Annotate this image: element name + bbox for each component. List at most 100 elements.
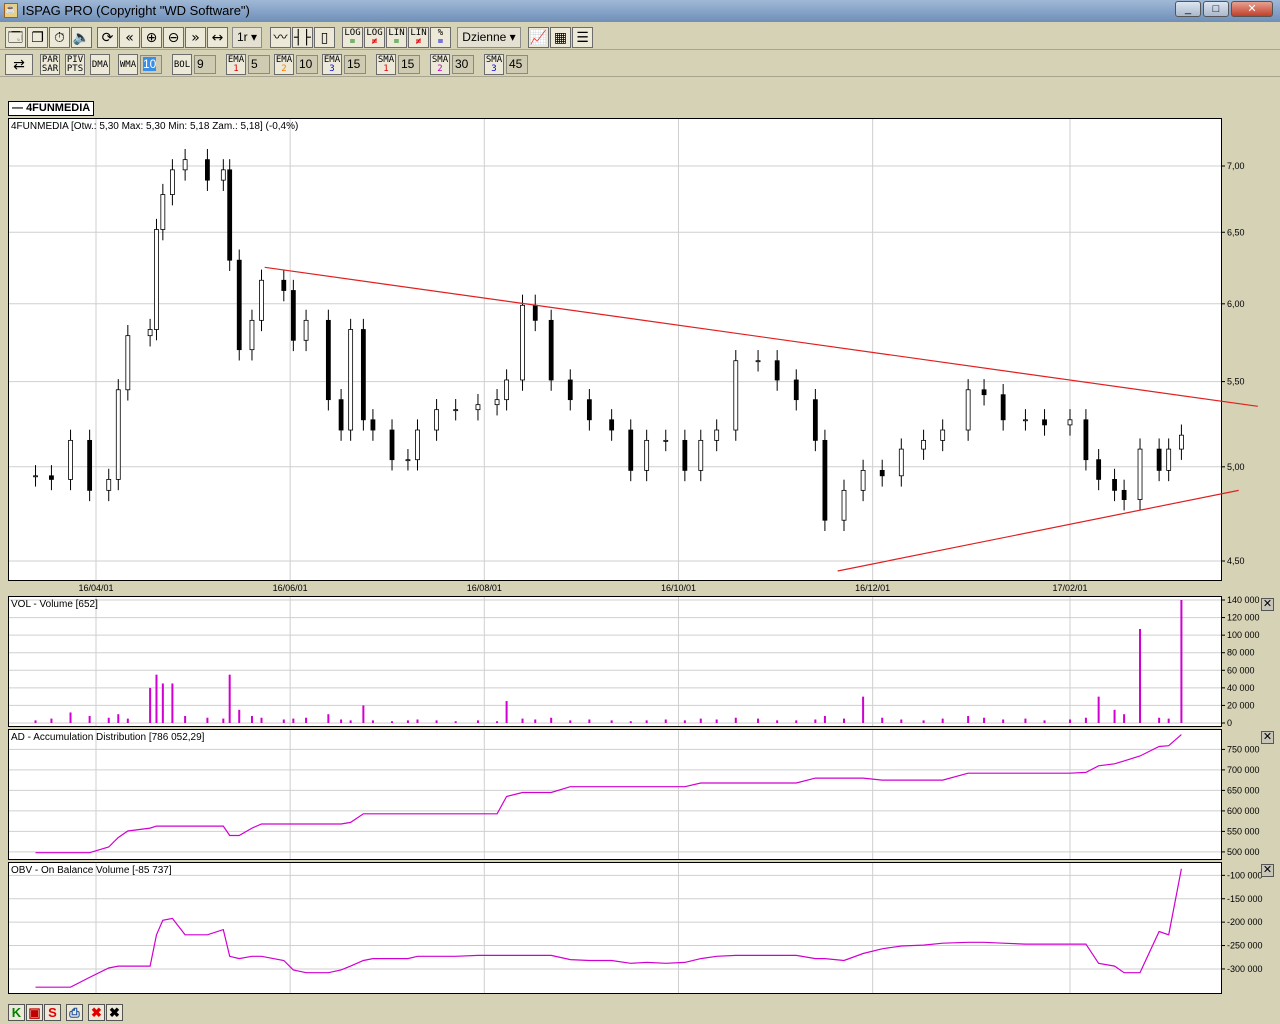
rewind-button[interactable]: « [119, 27, 140, 48]
candle [87, 439, 93, 491]
volume-bar [776, 720, 779, 723]
add-indicator-button[interactable]: ⇄ [5, 54, 33, 75]
y-tick-label: -200 000 [1227, 917, 1263, 927]
scale-button[interactable]: LIN = [386, 27, 407, 48]
volume-bar [1084, 717, 1087, 723]
indicator-chart-button[interactable]: 📈 [528, 27, 549, 48]
new-window-button[interactable]: 🗔 [5, 27, 26, 48]
volume-bar [260, 717, 263, 723]
indicator-label: DMA [91, 60, 109, 70]
indicator-ema-3-button[interactable]: EMA 3 [322, 54, 342, 75]
bottom-button-2[interactable]: ▣ [26, 1004, 43, 1021]
range-dropdown[interactable]: 1r ▾ [232, 27, 262, 48]
zoom-in-button[interactable]: ⊕ [141, 27, 162, 48]
indicator-wma-button[interactable]: WMA [118, 54, 138, 75]
scale-symbol: ≠ [415, 37, 422, 47]
volume-bar [550, 717, 553, 723]
indicator-label: SMA [431, 55, 449, 65]
indicator-period-input[interactable]: 15 [398, 55, 420, 74]
indicator-par-sar-button[interactable]: PAR SAR [40, 54, 60, 75]
scale-button[interactable]: LIN ≠ [408, 27, 429, 48]
rewind-icon: « [125, 30, 134, 46]
indicator-sma-2-button[interactable]: SMA 2 [430, 54, 450, 75]
ohlc-bars-button[interactable]: ┤├ [292, 27, 313, 48]
stopwatch-button[interactable]: ⏱ [49, 27, 70, 48]
candle [1137, 448, 1143, 500]
line-chart-button[interactable]: 〰 [270, 27, 291, 48]
scale-button[interactable]: LOG = [342, 27, 363, 48]
candle [236, 259, 242, 351]
bottom-button-5[interactable]: ✖ [88, 1004, 105, 1021]
indicator-chart-icon: 📈 [529, 30, 548, 46]
indicator-period-input[interactable]: 15 [344, 55, 366, 74]
close-obv-panel-button[interactable]: ✕ [1261, 864, 1274, 877]
fit-width-button[interactable]: ↔ [207, 27, 228, 48]
x-tick-label: 16/04/01 [78, 583, 113, 593]
bottom-button-1[interactable]: K [8, 1004, 25, 1021]
candle [106, 479, 112, 491]
indicator-label: WMA [119, 60, 137, 70]
color-palette-button[interactable]: ▦ [550, 27, 571, 48]
candle [68, 439, 73, 480]
x-tick-label: 17/02/01 [1052, 583, 1087, 593]
indicator-period-input[interactable]: 10 [140, 55, 162, 74]
volume-bar [126, 718, 129, 723]
minimize-button[interactable]: _ [1175, 1, 1201, 17]
scale-button[interactable]: LOG ≠ [364, 27, 385, 48]
indicator-ema-2-button[interactable]: EMA 2 [274, 54, 294, 75]
copy-window-button[interactable]: ❐ [27, 27, 48, 48]
indicator-dma-button[interactable]: DMA [90, 54, 110, 75]
bottom-button-3[interactable]: S [44, 1004, 61, 1021]
add-indicator-icon: ⇄ [13, 57, 25, 73]
indicator-label: PIV [66, 55, 84, 65]
indicator-period-input[interactable]: 30 [452, 55, 474, 74]
indicator-bol-button[interactable]: BOL [172, 54, 192, 75]
candle [965, 389, 971, 431]
bottom-button-6[interactable]: ✖ [106, 1004, 123, 1021]
volume-bar [161, 683, 164, 723]
maximize-button[interactable]: □ [1203, 1, 1229, 17]
scale-symbol: = [393, 37, 400, 47]
y-tick-label: 5,50 [1227, 377, 1245, 387]
volume-bar [715, 719, 718, 723]
candle [755, 360, 761, 363]
volume-bar [1097, 696, 1100, 723]
volume-bar [305, 717, 308, 723]
volume-bar [1167, 718, 1170, 723]
candlestick-button[interactable]: ▯ [314, 27, 335, 48]
indicator-period-input[interactable]: 45 [506, 55, 528, 74]
indicator-sma-3-button[interactable]: SMA 3 [484, 54, 504, 75]
indicator-period-input[interactable]: 10 [296, 55, 318, 74]
volume-bar [50, 718, 53, 723]
candle [303, 319, 309, 341]
candle [812, 399, 818, 441]
scale-symbol: ≠ [371, 37, 378, 47]
candle [793, 379, 799, 401]
symbol-tab[interactable]: — 4FUNMEDIA [8, 101, 95, 116]
indicator-piv-pts-button[interactable]: PIV PTS [65, 54, 85, 75]
indicator-period-input[interactable]: 9 [194, 55, 216, 74]
volume-bar [521, 718, 524, 723]
fast-forward-button[interactable]: » [185, 27, 206, 48]
scale-label: % [437, 28, 444, 38]
speaker-button[interactable]: 🔈 [71, 27, 92, 48]
indicator-sma-1-button[interactable]: SMA 1 [376, 54, 396, 75]
report-chart-button[interactable]: ☰ [572, 27, 593, 48]
bottom-button-4[interactable]: ⎙ [66, 1004, 83, 1021]
zoom-out-button[interactable]: ⊖ [163, 27, 184, 48]
indicator-period-input[interactable]: 5 [248, 55, 270, 74]
volume-bar [1113, 709, 1116, 723]
volume-bar [327, 714, 330, 723]
indicator-sub-label: 3 [491, 64, 497, 74]
close-ad-panel-button[interactable]: ✕ [1261, 731, 1274, 744]
close-button[interactable]: ✕ [1231, 1, 1273, 17]
ad-panel [8, 729, 1222, 860]
obv-panel [8, 862, 1222, 994]
candle [628, 429, 634, 471]
volume-bar [1139, 628, 1142, 723]
refresh-button[interactable]: ⟳ [97, 27, 118, 48]
close-volume-panel-button[interactable]: ✕ [1261, 598, 1274, 611]
indicator-ema-1-button[interactable]: EMA 1 [226, 54, 246, 75]
scale-button[interactable]: % = [430, 27, 451, 48]
interval-dropdown[interactable]: Dzienne ▾ [457, 27, 521, 48]
